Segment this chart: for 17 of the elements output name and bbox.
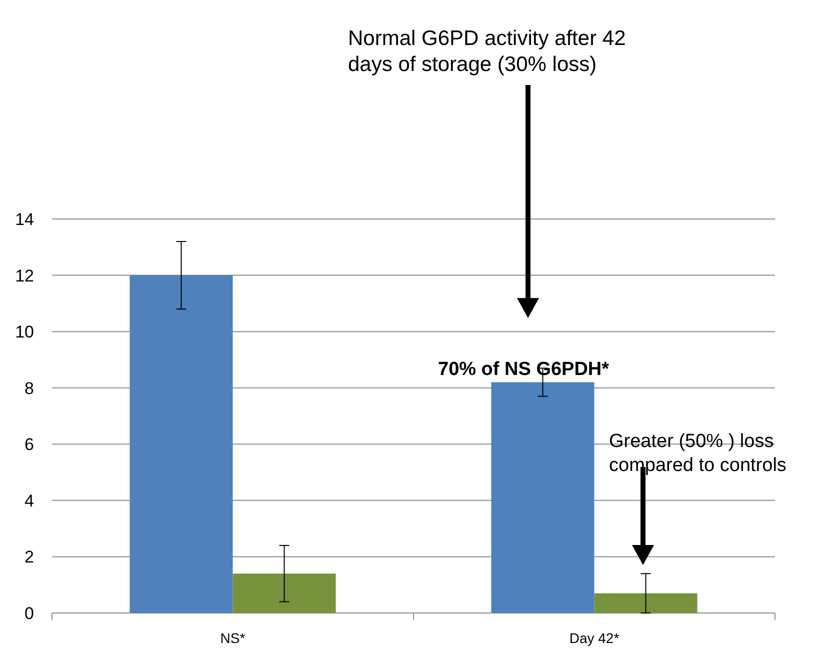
y-tick-label: 2	[24, 548, 34, 567]
bar	[232, 574, 336, 613]
y-tick-label: 6	[24, 435, 34, 454]
bar	[491, 382, 594, 613]
y-tick-label: 12	[15, 266, 34, 286]
y-tick-label: 0	[24, 604, 34, 623]
y-tick-label: 10	[15, 322, 34, 342]
bar	[594, 593, 698, 613]
annotation: 70% of NS G6PDH*	[438, 359, 610, 380]
annotation: Greater (50% ) loss compared to controls	[609, 431, 786, 476]
x-tick-label: NS*	[220, 630, 246, 646]
y-tick-label: 14	[15, 210, 34, 229]
text: Normal G6PD activity after 42 days of storage (30% loss)	[348, 26, 626, 76]
x-tick-label: Day 42*	[569, 630, 620, 646]
y-tick-label: 4	[24, 491, 34, 510]
bar	[130, 275, 233, 613]
y-tick-label: 8	[24, 378, 34, 398]
